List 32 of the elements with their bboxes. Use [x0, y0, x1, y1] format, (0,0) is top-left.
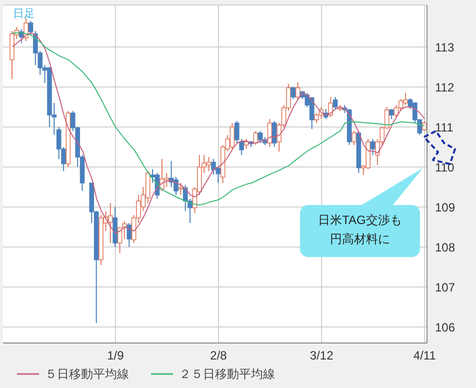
- x-tick-label: 3/12: [310, 348, 334, 363]
- candlestick: [389, 108, 394, 120]
- x-tick-label: 2/8: [210, 348, 228, 363]
- candlestick: [108, 202, 113, 244]
- y-tick-label: 108: [435, 240, 456, 254]
- candlestick: [332, 96, 338, 110]
- annotation: 日米TAG交渉も円高材料に: [317, 212, 403, 248]
- y-tick-label: 111: [435, 120, 454, 134]
- legend-label: ５日移動平均線: [45, 366, 129, 382]
- candlestick: [28, 20, 34, 36]
- candlestick: [295, 82, 300, 100]
- y-tick-label: 109: [435, 200, 456, 214]
- candlestick: [178, 182, 184, 196]
- candlestick: [126, 222, 132, 248]
- candlestick: [352, 130, 356, 146]
- candlestick: [370, 138, 376, 156]
- candlestick: [290, 86, 296, 100]
- y-tick-label: 112: [435, 80, 454, 94]
- candlestick: [309, 96, 314, 130]
- candlestick: [267, 118, 272, 148]
- y-tick-label: 107: [435, 280, 456, 294]
- y-tick-label: 113: [435, 40, 454, 54]
- annotation: 日足: [13, 7, 35, 21]
- candlestick: [244, 138, 249, 150]
- x-tick-label: 4/11: [413, 348, 436, 363]
- x-tick-label: 1/9: [107, 348, 124, 363]
- candlestick: [253, 130, 258, 146]
- y-tick-label: 110: [435, 160, 454, 174]
- candlestick: [328, 96, 334, 118]
- candlestick: [272, 120, 277, 148]
- legend-label: ２５日移動平均線: [179, 366, 275, 382]
- y-tick-label: 106: [435, 320, 456, 334]
